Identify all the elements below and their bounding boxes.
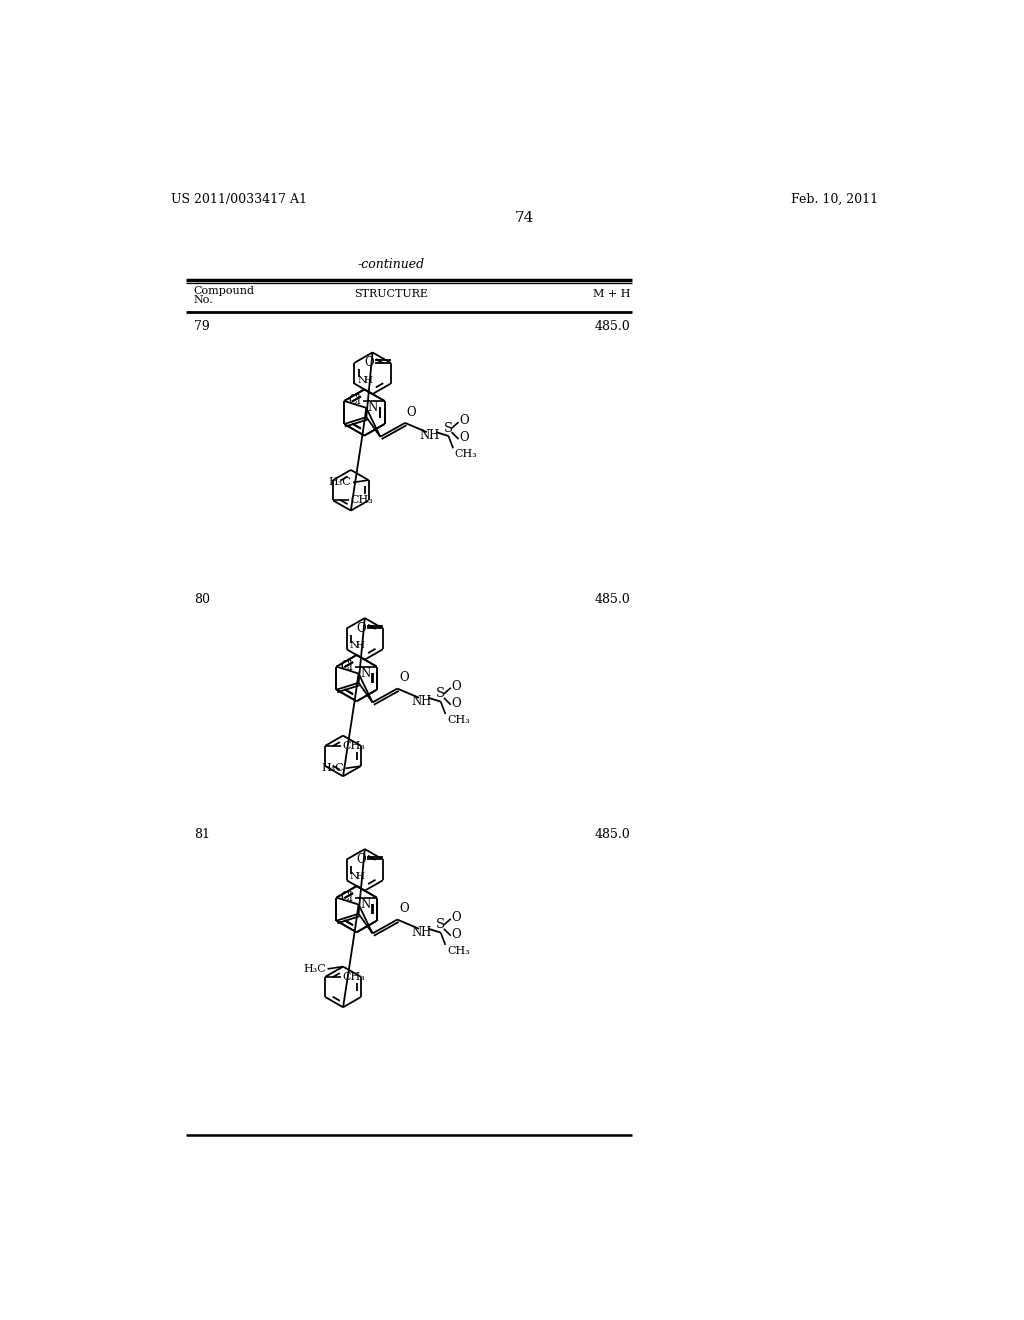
Text: N: N [412,927,422,939]
Text: STRUCTURE: STRUCTURE [354,289,428,300]
Text: O: O [407,405,416,418]
Text: M + H: M + H [593,289,630,300]
Text: N: N [360,898,371,911]
Text: CH₃: CH₃ [342,972,366,982]
Text: 74: 74 [515,211,535,224]
Text: H₃C: H₃C [303,964,326,974]
Text: US 2011/0033417 A1: US 2011/0033417 A1 [171,193,306,206]
Text: N: N [419,429,429,442]
Text: H: H [364,376,373,385]
Text: No.: No. [194,296,213,305]
Text: N: N [349,642,358,651]
Text: Feb. 10, 2011: Feb. 10, 2011 [792,193,879,206]
Text: N: N [360,667,371,680]
Text: H: H [428,429,438,442]
Text: S: S [436,919,445,932]
Text: N: N [349,873,358,882]
Text: H: H [421,927,431,939]
Text: S: S [436,688,445,701]
Text: 80: 80 [194,594,210,606]
Text: O: O [460,414,469,428]
Text: S: S [444,422,453,434]
Text: O: O [452,697,461,710]
Text: N: N [368,401,378,414]
Text: CH₃: CH₃ [446,946,470,956]
Text: 81: 81 [194,829,210,841]
Text: CH₃: CH₃ [446,715,470,725]
Text: O: O [452,928,461,941]
Text: 485.0: 485.0 [595,594,630,606]
Text: Cl: Cl [348,395,361,408]
Text: CH₃: CH₃ [455,450,477,459]
Text: Compound: Compound [194,286,255,296]
Text: O: O [460,432,469,444]
Text: Cl: Cl [341,891,353,904]
Text: O: O [356,853,366,866]
Text: CH₃: CH₃ [350,495,373,506]
Text: O: O [364,356,374,370]
Text: O: O [356,622,366,635]
Text: -continued: -continued [358,259,425,272]
Text: H₃C: H₃C [321,763,344,774]
Text: CH₃: CH₃ [342,741,366,751]
Text: H: H [421,696,431,708]
Text: 485.0: 485.0 [595,829,630,841]
Text: Cl: Cl [341,660,353,673]
Text: O: O [452,911,461,924]
Text: H₃C: H₃C [329,478,351,487]
Text: O: O [399,672,409,684]
Text: N: N [357,376,367,385]
Text: H: H [355,873,365,882]
Text: 79: 79 [194,321,210,333]
Text: N: N [412,696,422,708]
Text: H: H [355,642,365,651]
Text: O: O [452,680,461,693]
Text: O: O [399,903,409,915]
Text: 485.0: 485.0 [595,321,630,333]
